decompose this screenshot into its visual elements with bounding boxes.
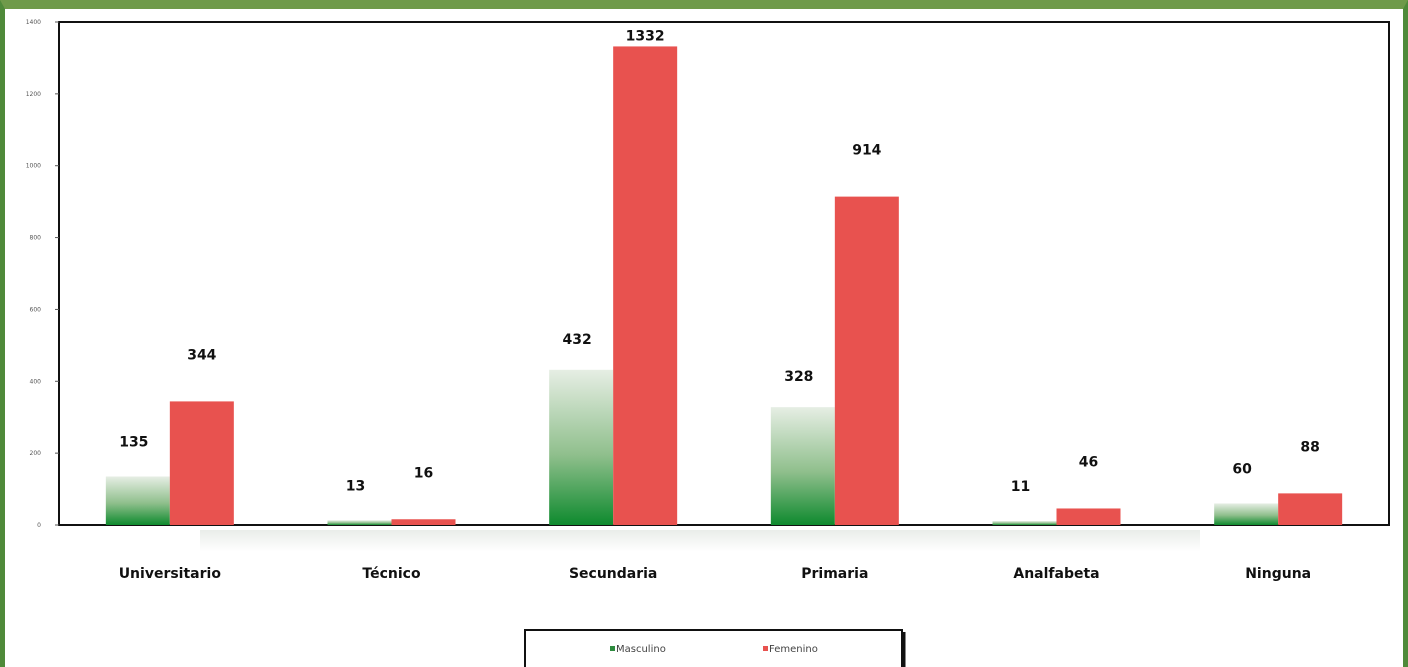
- bar-femenino-secundaria: [613, 46, 678, 525]
- x-tick-label: Técnico: [362, 566, 421, 582]
- data-label: 432: [563, 332, 592, 348]
- bars: [105, 46, 1343, 525]
- bar-masculino-secundaria: [549, 369, 614, 525]
- data-label: 11: [1011, 479, 1030, 495]
- y-tick-label: 0: [37, 522, 41, 529]
- bar-femenino-universitario: [169, 401, 234, 525]
- x-tick-label: Primaria: [801, 566, 868, 582]
- legend-swatch-masculino: [610, 646, 615, 651]
- data-label: 16: [414, 465, 433, 481]
- bar-masculino-técnico: [327, 520, 392, 525]
- legend: Masculino Femenino: [524, 629, 906, 667]
- bar-femenino-primaria: [834, 196, 899, 525]
- y-tick-label: 1000: [26, 163, 41, 170]
- bar-masculino-analfabeta: [992, 521, 1057, 525]
- data-label: 1332: [626, 28, 665, 44]
- floor-strip: [200, 530, 1200, 552]
- plot-area: [58, 21, 1390, 526]
- legend-label-masculino: Masculino: [616, 644, 666, 655]
- data-labels: 135 344 13 16 432 1332 328 914 11 46 60 88: [119, 28, 1320, 495]
- bar-femenino-analfabeta: [1056, 508, 1121, 525]
- y-axis: 0 200 400 600 800 1000 1200 1400: [26, 19, 59, 529]
- x-tick-label: Ninguna: [1245, 566, 1311, 582]
- data-label: 60: [1232, 461, 1252, 477]
- bar-masculino-primaria: [770, 407, 835, 525]
- x-tick-label: Secundaria: [569, 566, 657, 582]
- y-tick-label: 600: [30, 306, 42, 313]
- y-tick-label: 400: [30, 378, 42, 385]
- x-axis: Universitario Técnico Secundaria Primaria An…: [119, 566, 1311, 582]
- bar-femenino-técnico: [391, 519, 456, 525]
- legend-box: [524, 629, 903, 667]
- bar-femenino-ninguna: [1278, 493, 1343, 525]
- data-label: 88: [1300, 439, 1319, 455]
- legend-label-femenino: Femenino: [769, 644, 818, 655]
- y-tick-label: 1400: [26, 19, 41, 26]
- bar-masculino-universitario: [105, 476, 170, 525]
- x-tick-label: Universitario: [119, 566, 222, 582]
- data-label: 344: [187, 347, 216, 363]
- y-tick-label: 1200: [26, 91, 41, 98]
- floor-shadow: [200, 530, 1200, 552]
- x-tick-label: Analfabeta: [1013, 566, 1099, 582]
- data-label: 46: [1079, 454, 1098, 470]
- y-tick-label: 800: [30, 235, 42, 242]
- data-label: 914: [852, 143, 881, 159]
- bar-masculino-ninguna: [1214, 503, 1279, 525]
- data-label: 328: [784, 369, 813, 385]
- legend-swatch-femenino: [763, 646, 768, 651]
- data-label: 13: [346, 478, 365, 494]
- data-label: 135: [119, 434, 148, 450]
- y-tick-label: 200: [30, 450, 42, 457]
